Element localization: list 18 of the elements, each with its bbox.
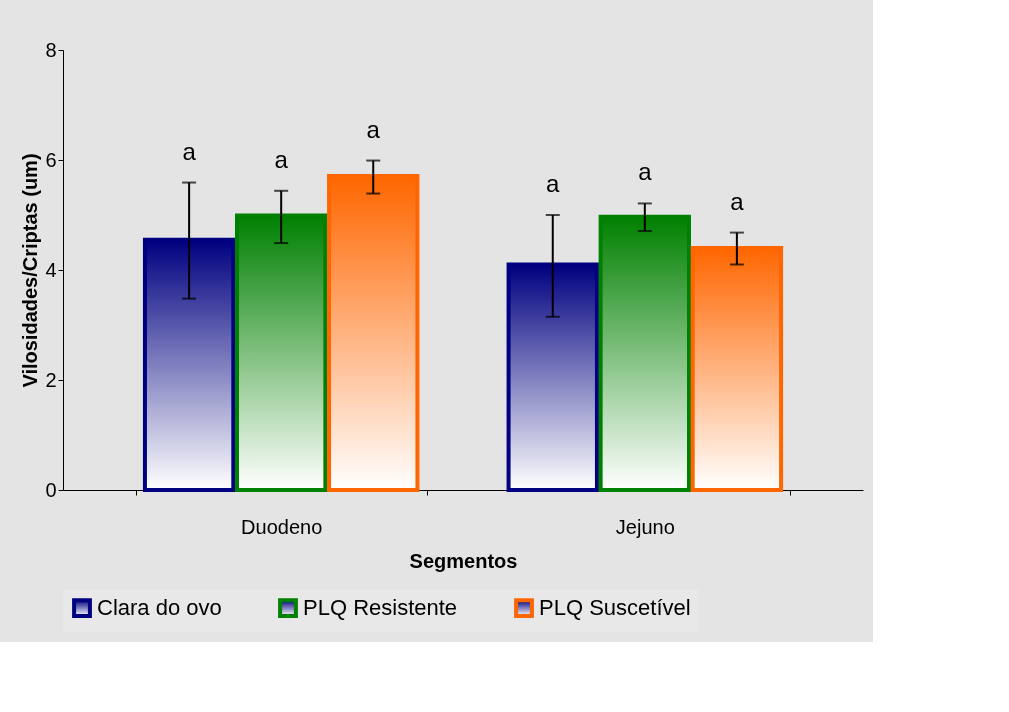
data-label: a bbox=[274, 145, 289, 173]
data-label: a bbox=[546, 170, 561, 197]
y-tick-label: 8 bbox=[45, 38, 57, 61]
y-tick-label: 4 bbox=[45, 258, 57, 281]
legend-label: PLQ Suscetível bbox=[539, 595, 691, 621]
y-tick-label: 2 bbox=[45, 368, 57, 391]
data-label: a bbox=[182, 137, 197, 165]
y-axis-title: Vilosidades/Criptas (um) bbox=[19, 153, 42, 388]
data-label: a bbox=[638, 158, 653, 186]
legend-label: PLQ Resistente bbox=[303, 595, 458, 621]
data-label: a bbox=[366, 115, 381, 143]
x-tick-label: Jejuno bbox=[615, 515, 675, 538]
y-tick-label: 0 bbox=[45, 478, 57, 501]
legend-label: Clara do ovo bbox=[97, 595, 222, 621]
x-tick-label: Duodeno bbox=[241, 515, 323, 538]
x-axis-title: Segmentos bbox=[409, 549, 518, 572]
data-label: a bbox=[730, 187, 745, 215]
y-tick-label: 6 bbox=[45, 148, 57, 171]
